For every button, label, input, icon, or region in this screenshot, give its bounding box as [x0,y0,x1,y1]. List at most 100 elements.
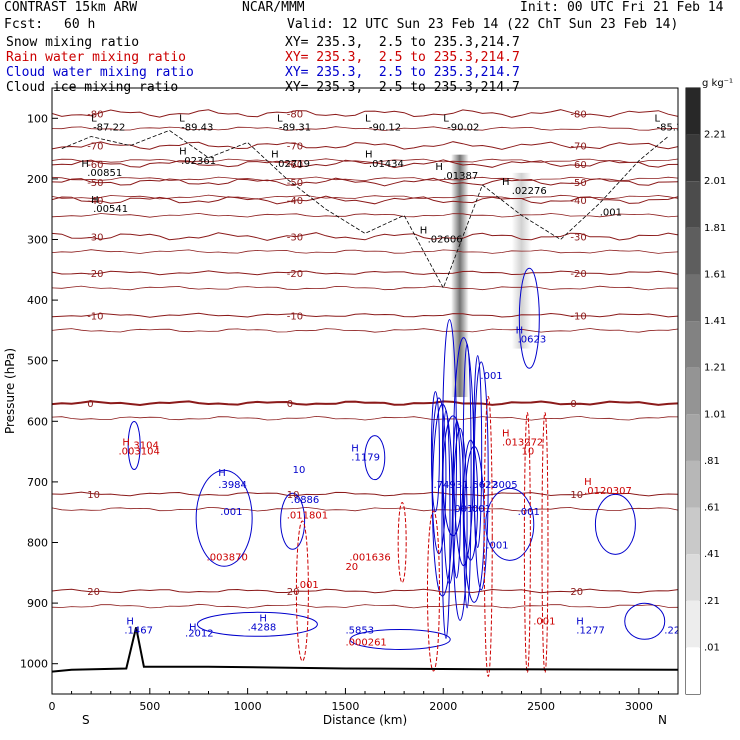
cloud-water-contour [452,421,462,579]
cloud-water-label: .001 [480,371,502,382]
cloud-water-contour [452,427,468,621]
x-tick-label: 500 [139,700,160,713]
cloud-water-label: H [516,325,524,336]
isotherm-label: -20 [87,269,103,280]
cloud-water-label: .22 [664,625,680,636]
isotherm-label: 0 [287,399,293,410]
y-tick-label: 400 [27,294,48,307]
cloud-water-label: H [189,622,197,633]
y-tick-label: 700 [27,476,48,489]
rain-label: .001 [297,580,319,591]
isotherm-label: 0 [570,399,576,410]
isotherm-label: -10 [87,311,103,322]
rain-label: .011801 [287,510,328,521]
isotherm-line [52,312,678,318]
cloud-water-label: 3005 [492,480,517,491]
x-tick-label: 2000 [429,700,457,713]
isotherm-line [52,270,678,276]
isotherm-line [52,491,678,497]
isotherm-line [52,328,678,333]
cloud-ice-contour [61,129,669,289]
cloud-water-label: .2012 [185,628,214,639]
cloud-ice-label: H [435,162,443,173]
isotherm-label: -30 [287,232,303,243]
center-name: NCAR/MMM [242,0,305,15]
x-tick-label: 0 [49,700,56,713]
cloud-ice-label: L [655,113,661,124]
x-tick-label: 1500 [331,700,359,713]
cloud-ice-label: .02719 [275,159,310,170]
cloud-ice-plume [451,154,469,398]
cloud-water-label: H [351,444,359,455]
isotherm-line [52,506,678,512]
colorbar-label: 1.01 [704,409,726,420]
y-tick-label: 500 [27,355,48,368]
y-tick-label: 200 [27,173,48,186]
isotherm-label: 20 [570,587,583,598]
cloud-ice-label: .00541 [93,204,128,215]
isotherm-label: -70 [570,142,586,153]
cloud-water-contour [364,435,386,481]
isotherm-label: -60 [570,160,586,171]
colorbar-label: .61 [704,503,720,514]
isotherm-label: -40 [87,196,103,207]
cloud-water-contour [430,391,440,513]
cloud-water-label: .5853 [345,625,374,636]
colorbar-swatch [686,460,700,508]
isotherm-label: -20 [570,269,586,280]
cloud-ice-label: .01387 [443,171,478,182]
colorbar-label: 1.61 [704,269,726,280]
cloud-ice-label: -87.22 [93,122,125,133]
colorbar-label: 2.01 [704,176,726,187]
cloud-ice-label: .02276 [512,186,547,197]
isotherm-label: -50 [287,178,303,189]
rain-label: 10 [522,447,535,458]
fcst-value: 60 h [64,17,96,32]
colorbar-swatch [686,181,700,228]
isotherm-line [52,177,678,187]
isotherm-line [52,232,678,241]
cloud-water-contour [473,355,483,549]
cloud-water-contour [518,267,540,369]
colorbar-swatch [686,227,700,275]
x-tick-label: 1000 [234,700,262,713]
cloud-water-label: H [126,616,134,627]
rain-label: .001 [533,616,555,627]
y-tick-label: 900 [27,597,48,610]
cloud-water-label: .1277 [576,625,605,636]
end-label-north: N [658,713,667,727]
cloud-ice-label: L [179,113,185,124]
cloud-water-contour [624,602,666,640]
isotherm-line [52,176,678,182]
colorbar-swatch [686,274,700,322]
cloud-water-label: .3984 [218,480,247,491]
y-tick-label: 600 [27,415,48,428]
rain-label: .003870 [207,553,248,564]
isotherm-label: -70 [87,142,103,153]
isotherm-label: -20 [287,269,303,280]
colorbar-label: .41 [704,549,720,560]
cloud-water-label: .1467 [124,625,153,636]
isotherm-label: -60 [87,160,103,171]
cloud-ice-label: -90.12 [369,122,401,133]
isotherm-label: -80 [87,109,103,120]
isotherm-line [52,400,678,407]
cloud-water-contour [462,343,472,609]
cloud-water-label: .4288 [248,622,277,633]
isotherm-label: 20 [87,587,100,598]
isotherm-line [52,603,678,609]
colorbar-swatch [686,554,700,601]
x-axis-label: Distance (km) [323,713,407,727]
colorbar-label: .81 [704,456,720,467]
y-tick-label: 800 [27,537,48,550]
isotherm-label: -40 [287,196,303,207]
colorbar-label: 1.81 [704,223,726,234]
x-tick-label: 2500 [527,700,555,713]
colorbar-swatch [686,321,700,368]
init-time: Init: 00 UTC Fri 21 Feb 14 [520,0,724,15]
cloud-ice-plume-secondary [511,172,532,349]
cloud-water-label: .001 [486,541,508,552]
colorbar-swatch [686,600,700,648]
colorbar-label: .01 [704,642,720,653]
isotherm-label: 10 [570,490,583,501]
